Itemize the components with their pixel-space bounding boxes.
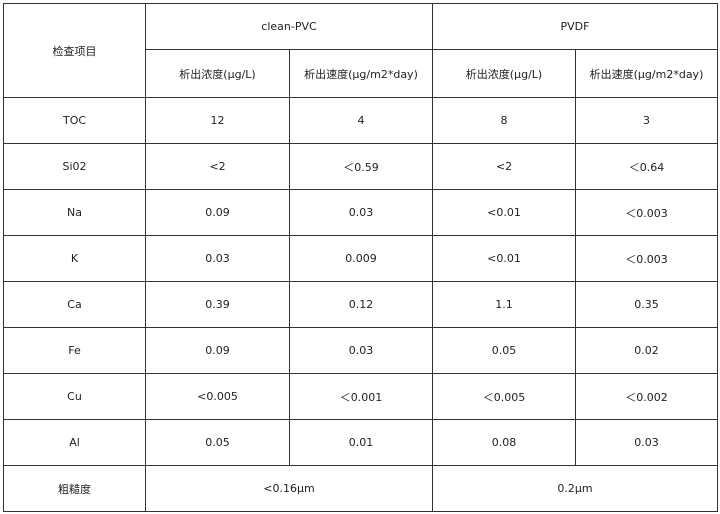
cell: <2 [145, 143, 290, 190]
cell: <0.01 [432, 189, 576, 236]
cell: <0.01 [432, 235, 576, 282]
cell: 1.1 [432, 281, 576, 328]
data-row: Si02 <2 ＜0.59 <2 ＜0.64 [3, 143, 718, 190]
data-row: TOC 12 4 8 3 [3, 97, 718, 144]
cell: ＜0.003 [575, 189, 718, 236]
cell: 0.05 [432, 327, 576, 374]
table-body: 检查项目 clean-PVC PVDF 析出浓度(μg/L) 析出速度(μg/m… [3, 3, 718, 512]
cell: 0.009 [289, 235, 433, 282]
column-header: 析出浓度(μg/L) [432, 49, 576, 98]
data-row: Na 0.09 0.03 <0.01 ＜0.003 [3, 189, 718, 236]
cell: ＜0.64 [575, 143, 718, 190]
cell: 0.03 [145, 235, 290, 282]
cell: 0.39 [145, 281, 290, 328]
data-table: 检查项目 clean-PVC PVDF 析出浓度(μg/L) 析出速度(μg/m… [3, 3, 718, 512]
cell: ＜0.005 [432, 373, 576, 420]
group-header: clean-PVC [145, 3, 433, 50]
cell: 0.2μm [432, 465, 718, 512]
cell: <0.16μm [145, 465, 433, 512]
data-row: Al 0.05 0.01 0.08 0.03 [3, 419, 718, 466]
cell: ＜0.59 [289, 143, 433, 190]
data-row: Ca 0.39 0.12 1.1 0.35 [3, 281, 718, 328]
cell: 0.03 [289, 189, 433, 236]
cell: 0.35 [575, 281, 718, 328]
cell: 8 [432, 97, 576, 144]
cell: 0.09 [145, 327, 290, 374]
cell: 0.02 [575, 327, 718, 374]
row-label: Ca [3, 281, 146, 328]
column-header: 析出速度(μg/m2*day) [575, 49, 718, 98]
cell: 3 [575, 97, 718, 144]
row-label: 粗糙度 [3, 465, 146, 512]
column-header: 析出速度(μg/m2*day) [289, 49, 433, 98]
roughness-row: 粗糙度 <0.16μm 0.2μm [3, 465, 718, 512]
cell: 0.05 [145, 419, 290, 466]
cell: ＜0.002 [575, 373, 718, 420]
cell: 0.12 [289, 281, 433, 328]
cell: 4 [289, 97, 433, 144]
header-row: 检查项目 clean-PVC PVDF [3, 3, 718, 98]
cell: 0.09 [145, 189, 290, 236]
data-row: K 0.03 0.009 <0.01 ＜0.003 [3, 235, 718, 282]
cell: <2 [432, 143, 576, 190]
cell: <0.005 [145, 373, 290, 420]
cell: ＜0.001 [289, 373, 433, 420]
cell: ＜0.003 [575, 235, 718, 282]
row-label: Fe [3, 327, 146, 374]
cell: 0.03 [575, 419, 718, 466]
row-label: K [3, 235, 146, 282]
data-row: Fe 0.09 0.03 0.05 0.02 [3, 327, 718, 374]
cell: 0.01 [289, 419, 433, 466]
cell: 0.03 [289, 327, 433, 374]
header-row: 析出浓度(μg/L) 析出速度(μg/m2*day) 析出浓度(μg/L) 析出… [4, 49, 718, 98]
row-label: Cu [3, 373, 146, 420]
row-label: TOC [3, 97, 146, 144]
row-label: Al [3, 419, 146, 466]
row-label: Si02 [3, 143, 146, 190]
data-row: Cu <0.005 ＜0.001 ＜0.005 ＜0.002 [3, 373, 718, 420]
cell: 0.08 [432, 419, 576, 466]
column-header: 析出浓度(μg/L) [145, 49, 290, 98]
group-header: PVDF [432, 3, 718, 50]
item-header: 检查项目 [3, 3, 146, 98]
cell: 12 [145, 97, 290, 144]
row-label: Na [3, 189, 146, 236]
